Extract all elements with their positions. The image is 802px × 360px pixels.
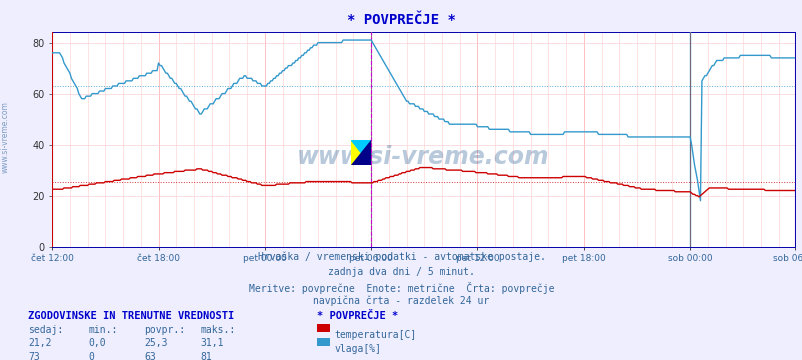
Text: * POVPREČJE *: * POVPREČJE * bbox=[317, 311, 398, 321]
Text: min.:: min.: bbox=[88, 325, 118, 335]
Text: 0,0: 0,0 bbox=[88, 338, 106, 348]
Polygon shape bbox=[350, 140, 371, 165]
Text: Hrvaška / vremenski podatki - avtomatske postaje.: Hrvaška / vremenski podatki - avtomatske… bbox=[257, 252, 545, 262]
Text: 31,1: 31,1 bbox=[200, 338, 224, 348]
Text: povpr.:: povpr.: bbox=[144, 325, 185, 335]
Text: www.si-vreme.com: www.si-vreme.com bbox=[297, 145, 549, 168]
Text: 73: 73 bbox=[28, 352, 40, 360]
Text: vlaga[%]: vlaga[%] bbox=[334, 344, 382, 354]
Text: 63: 63 bbox=[144, 352, 156, 360]
Text: temperatura[C]: temperatura[C] bbox=[334, 330, 416, 340]
Polygon shape bbox=[350, 140, 371, 165]
Text: Meritve: povprečne  Enote: metrične  Črta: povprečje: Meritve: povprečne Enote: metrične Črta:… bbox=[249, 282, 553, 293]
Text: www.si-vreme.com: www.si-vreme.com bbox=[1, 101, 10, 173]
Text: 21,2: 21,2 bbox=[28, 338, 51, 348]
Text: sedaj:: sedaj: bbox=[28, 325, 63, 335]
Text: 0: 0 bbox=[88, 352, 94, 360]
Text: * POVPREČJE *: * POVPREČJE * bbox=[346, 13, 456, 27]
Text: maks.:: maks.: bbox=[200, 325, 236, 335]
Polygon shape bbox=[350, 140, 371, 165]
Text: zadnja dva dni / 5 minut.: zadnja dva dni / 5 minut. bbox=[328, 267, 474, 277]
Text: navpična črta - razdelek 24 ur: navpična črta - razdelek 24 ur bbox=[313, 295, 489, 306]
Text: ZGODOVINSKE IN TRENUTNE VREDNOSTI: ZGODOVINSKE IN TRENUTNE VREDNOSTI bbox=[28, 311, 234, 321]
Text: 81: 81 bbox=[200, 352, 213, 360]
Text: 25,3: 25,3 bbox=[144, 338, 168, 348]
